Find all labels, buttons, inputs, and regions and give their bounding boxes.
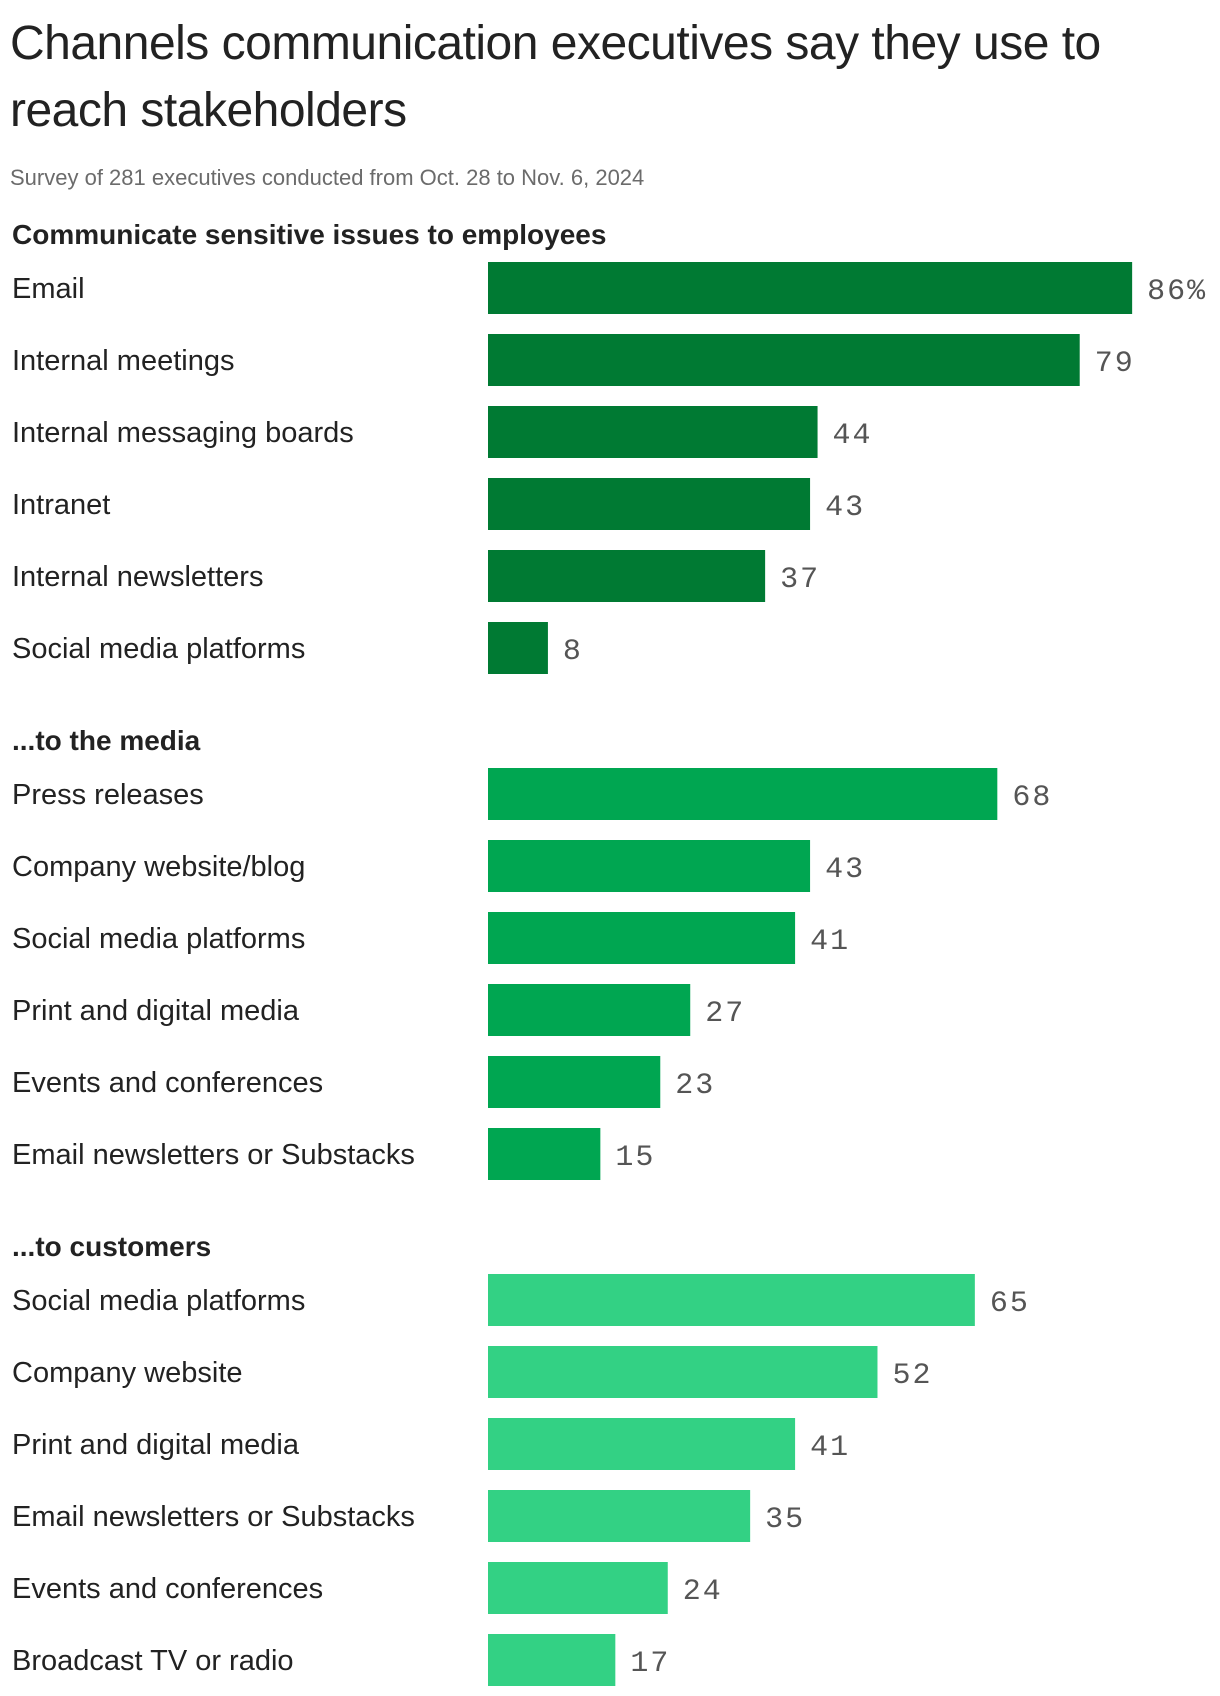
data-label: 41 [810, 925, 850, 959]
data-label: 23 [675, 1069, 715, 1103]
category-label: Internal messaging boards [12, 417, 354, 449]
data-label: 8 [563, 635, 583, 669]
group-title: ...to customers [12, 1231, 211, 1262]
bar [488, 478, 811, 530]
group-title: Communicate sensitive issues to employee… [12, 219, 606, 250]
data-label: 65 [990, 1287, 1030, 1321]
chart-subtitle: Survey of 281 executives conducted from … [10, 165, 645, 190]
chart-title: Channels communication executives say th… [10, 17, 1101, 137]
data-label: 44 [833, 419, 873, 453]
bar [488, 1274, 975, 1326]
bar [488, 1056, 661, 1108]
category-label: Social media platforms [12, 1285, 305, 1317]
category-label: Social media platforms [12, 923, 305, 955]
category-label: Broadcast TV or radio [12, 1645, 294, 1677]
category-label: Company website [12, 1357, 243, 1389]
data-label: 52 [892, 1359, 932, 1393]
category-label: Email newsletters or Substacks [12, 1501, 415, 1533]
bar [488, 334, 1080, 386]
bar [488, 406, 818, 458]
data-label: 86% [1147, 275, 1207, 309]
category-label: Social media platforms [12, 633, 305, 665]
bar [488, 622, 548, 674]
data-label: 79 [1095, 347, 1135, 381]
data-label: 27 [705, 997, 745, 1031]
data-label: 37 [780, 563, 820, 597]
bar [488, 1490, 751, 1542]
bar [488, 1418, 796, 1470]
data-label: 15 [615, 1141, 655, 1175]
bar [488, 768, 998, 820]
bar [488, 1128, 601, 1180]
data-label: 43 [825, 491, 865, 525]
category-label: Email [12, 273, 85, 305]
bar [488, 262, 1133, 314]
bar [488, 840, 811, 892]
data-label: 35 [765, 1503, 805, 1537]
data-label: 68 [1012, 781, 1052, 815]
category-label: Internal newsletters [12, 561, 263, 593]
bar [488, 984, 691, 1036]
category-label: Company website/blog [12, 851, 305, 883]
group-title: ...to the media [12, 725, 201, 756]
category-label: Internal meetings [12, 345, 234, 377]
data-label: 41 [810, 1431, 850, 1465]
category-label: Press releases [12, 779, 204, 811]
bar [488, 1562, 668, 1614]
data-label: 24 [683, 1575, 723, 1609]
category-label: Events and conferences [12, 1573, 323, 1605]
bar [488, 550, 766, 602]
category-label: Intranet [12, 489, 110, 521]
bar [488, 1346, 878, 1398]
bar [488, 912, 796, 964]
bar [488, 1634, 616, 1686]
data-label: 43 [825, 853, 865, 887]
category-label: Events and conferences [12, 1067, 323, 1099]
category-label: Email newsletters or Substacks [12, 1139, 415, 1171]
data-label: 17 [630, 1647, 670, 1681]
category-label: Print and digital media [12, 1429, 300, 1461]
category-label: Print and digital media [12, 995, 300, 1027]
